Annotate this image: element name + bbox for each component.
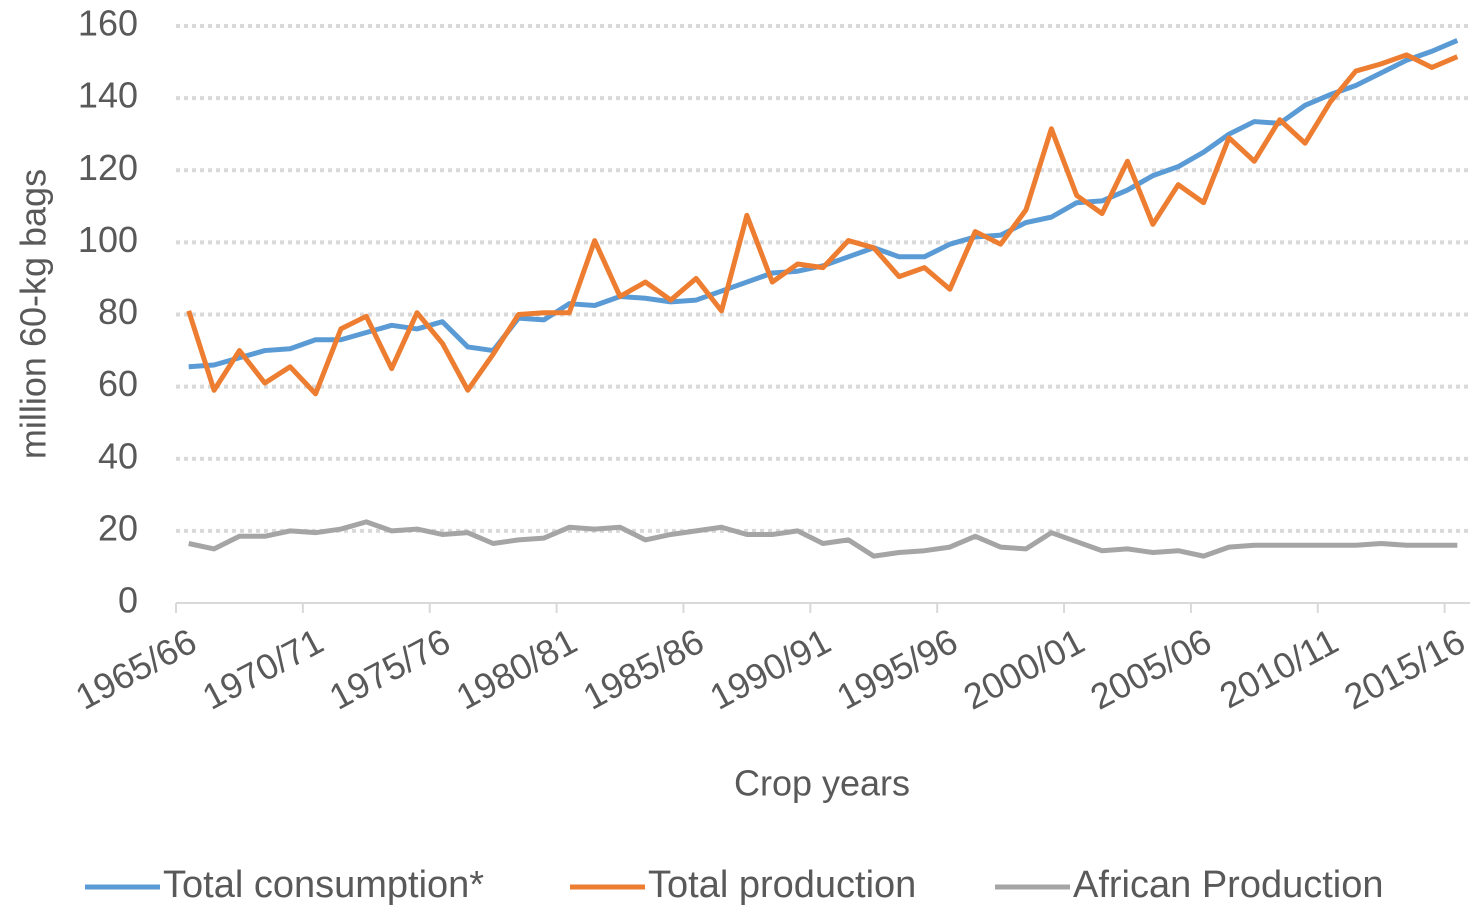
x-tick-label: 2000/01: [957, 620, 1091, 717]
series-line: [188, 519, 1458, 559]
legend-label: Total consumption*: [163, 864, 484, 906]
y-tick-label: 120: [78, 147, 138, 188]
y-tick-label: 100: [78, 219, 138, 260]
y-tick-label: 0: [118, 580, 138, 621]
series-line: [186, 52, 1459, 397]
y-tick-label: 40: [98, 435, 138, 476]
x-tick-label: 2005/06: [1084, 620, 1218, 717]
legend-label: African Production: [1073, 864, 1384, 906]
series-line: [188, 38, 1459, 370]
x-tick-label: 1965/66: [69, 620, 203, 717]
y-tick-label: 20: [98, 507, 138, 548]
x-tick-label: 1990/91: [703, 620, 837, 717]
x-tick-label: 1975/76: [322, 620, 456, 717]
x-tick-label: 1985/86: [576, 620, 710, 717]
x-tick-label: 1980/81: [449, 620, 583, 717]
y-tick-label: 140: [78, 75, 138, 116]
legend-label: Total production: [648, 864, 916, 906]
y-axis-title: million 60-kg bags: [13, 169, 54, 459]
x-tick-label: 2015/16: [1337, 620, 1471, 717]
x-axis-title: Crop years: [734, 763, 910, 804]
y-tick-label: 160: [78, 3, 138, 44]
y-tick-label: 80: [98, 291, 138, 332]
x-tick-label: 2010/11: [1213, 620, 1345, 716]
y-tick-label: 60: [98, 363, 138, 404]
x-tick-label: 1995/96: [830, 620, 964, 717]
x-tick-label: 1970/71: [196, 620, 330, 717]
